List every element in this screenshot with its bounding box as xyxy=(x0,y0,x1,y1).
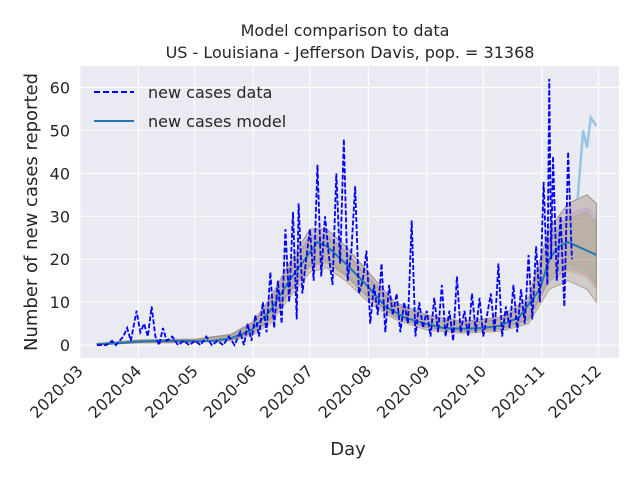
legend-label-data: new cases data xyxy=(148,83,272,102)
y-tick-labels: 0 10 20 30 40 50 60 xyxy=(50,78,70,355)
y-axis-label: Number of new cases reported xyxy=(21,73,42,351)
series-layer xyxy=(96,78,597,349)
x-tick-label: 2020-03 xyxy=(26,361,87,422)
y-tick-label: 30 xyxy=(50,207,70,226)
chart-subtitle: US - Louisiana - Jefferson Davis, pop. =… xyxy=(166,43,535,62)
x-tick-labels: 2020-032020-042020-052020-062020-072020-… xyxy=(26,361,605,422)
plot-area xyxy=(80,66,619,358)
series-line-model xyxy=(96,240,597,346)
x-axis-label: Day xyxy=(330,439,366,460)
y-tick-label: 0 xyxy=(60,336,70,355)
y-tick-label: 60 xyxy=(50,78,70,97)
x-tick-label: 2020-08 xyxy=(314,361,375,422)
x-tick-label: 2020-11 xyxy=(488,361,549,422)
x-tick-label: 2020-06 xyxy=(200,361,261,422)
x-tick-label: 2020-09 xyxy=(373,361,434,422)
chart-title: Model comparison to data xyxy=(241,21,450,40)
legend-label-model: new cases model xyxy=(148,112,286,131)
forecast-upper-line xyxy=(576,114,598,200)
y-tick-label: 40 xyxy=(50,164,70,183)
x-tick-label: 2020-12 xyxy=(544,361,605,422)
y-tick-label: 50 xyxy=(50,121,70,140)
x-tick-label: 2020-10 xyxy=(429,361,490,422)
grid-lines xyxy=(79,66,619,358)
y-tick-label: 20 xyxy=(50,250,70,269)
legend: new cases data new cases model xyxy=(94,83,286,131)
series-line-data xyxy=(96,78,573,349)
x-tick-label: 2020-04 xyxy=(85,361,146,422)
y-tick-label: 10 xyxy=(50,293,70,312)
x-tick-label: 2020-05 xyxy=(141,361,202,422)
x-tick-label: 2020-07 xyxy=(256,361,317,422)
